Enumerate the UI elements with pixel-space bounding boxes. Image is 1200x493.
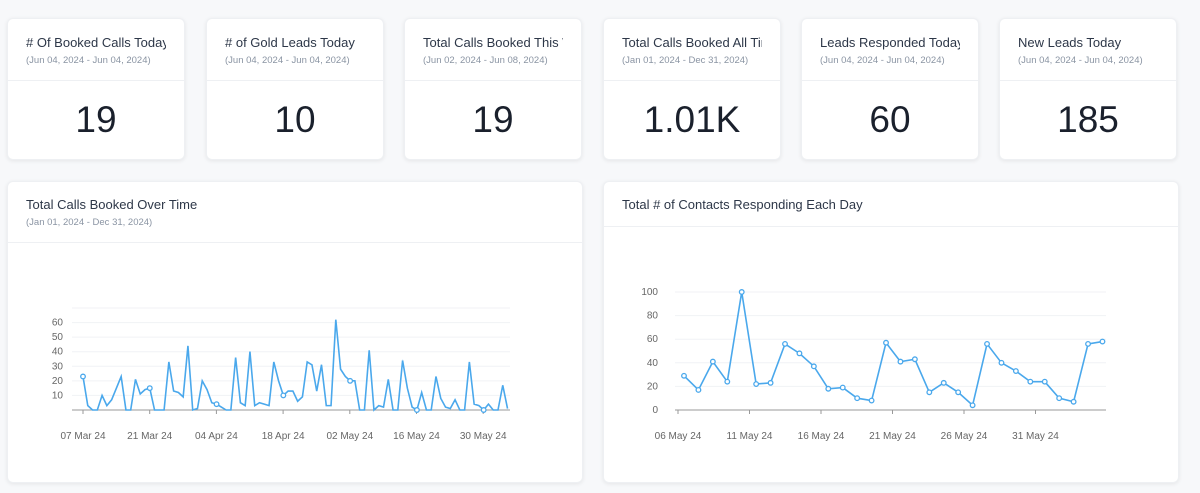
card-date-range: (Jan 01, 2024 - Dec 31, 2024) <box>622 55 749 66</box>
y-tick-label: 60 <box>647 334 659 345</box>
contacts-responding-panel: Total # of Contacts Responding Each Day … <box>603 181 1179 483</box>
data-point <box>854 395 861 402</box>
data-point <box>753 381 760 387</box>
y-tick-label: 80 <box>647 311 659 322</box>
x-tick-label: 02 May 24 <box>326 431 373 442</box>
data-point <box>839 384 846 391</box>
stat-card: # of Gold Leads Today (Jun 04, 2024 - Jun… <box>206 18 384 160</box>
x-tick-label: 11 May 24 <box>727 431 773 442</box>
data-point <box>695 386 702 393</box>
x-tick-label: 21 May 24 <box>869 431 916 442</box>
data-point <box>940 379 947 386</box>
chart-title: Total # of Contacts Responding Each Day <box>622 197 863 212</box>
data-point <box>80 373 86 380</box>
card-title: # Of Booked Calls Today <box>26 35 166 50</box>
card-title: Leads Responded Today <box>820 35 960 50</box>
card-value: 19 <box>75 99 117 140</box>
data-point <box>911 356 918 363</box>
stat-card: # Of Booked Calls Today (Jun 04, 2024 - J… <box>7 18 185 160</box>
series-line <box>683 291 1103 407</box>
y-tick-label: 20 <box>52 376 64 387</box>
data-point <box>1099 338 1106 345</box>
x-tick-label: 18 Apr 24 <box>262 431 305 442</box>
data-point <box>480 407 487 413</box>
y-tick-label: 0 <box>652 405 658 416</box>
data-point <box>955 389 962 396</box>
card-value: 10 <box>274 99 316 140</box>
data-point <box>984 340 990 347</box>
stat-card: Leads Responded Today (Jun 04, 2024 - Jun… <box>801 18 979 160</box>
data-point <box>810 363 817 370</box>
x-tick-label: 31 May 24 <box>1012 431 1059 442</box>
y-tick-label: 40 <box>647 358 659 369</box>
card-date-range: (Jun 04, 2024 - Jun 04, 2024) <box>1018 55 1143 66</box>
chart-subtitle: (Jan 01, 2024 - Dec 31, 2024) <box>26 217 153 228</box>
data-point <box>883 339 889 346</box>
data-point <box>1041 378 1048 385</box>
card-title: Total Calls Booked This Week <box>423 35 563 50</box>
data-point <box>1070 398 1077 405</box>
calls-over-time-chart: 10 20 30 40 50 60 07 Mar 24 21 Mar 24 04 Apr 24 1… <box>52 307 510 442</box>
data-point <box>347 377 354 384</box>
data-point <box>681 372 687 379</box>
card-date-range: (Jun 02, 2024 - Jun 08, 2024) <box>423 55 548 66</box>
card-value: 185 <box>1057 99 1119 140</box>
data-point <box>1012 368 1019 375</box>
x-tick-label: 30 May 24 <box>460 431 507 442</box>
card-title: New Leads Today <box>1018 35 1122 50</box>
data-point <box>969 402 976 409</box>
data-point <box>825 385 832 392</box>
x-tick-label: 06 May 24 <box>655 431 702 442</box>
y-tick-label: 20 <box>647 381 659 392</box>
stat-card: New Leads Today (Jun 04, 2024 - Jun 04, 2… <box>999 18 1177 160</box>
calls-over-time-panel: Total Calls Booked Over Time (Jan 01, 202… <box>7 181 583 483</box>
card-date-range: (Jun 04, 2024 - Jun 04, 2024) <box>225 55 350 66</box>
y-tick-label: 100 <box>641 287 658 298</box>
data-point <box>897 358 904 365</box>
stat-card: Total Calls Booked This Week (Jun 02, 202… <box>404 18 582 160</box>
card-value: 19 <box>472 99 514 140</box>
data-point <box>767 379 774 386</box>
data-point <box>1027 378 1034 385</box>
contacts-responding-chart: 0 20 40 60 80 100 06 May 24 11 May 24 16 May 24 2… <box>641 287 1106 442</box>
card-value: 1.01K <box>643 99 741 140</box>
y-tick-label: 30 <box>52 361 64 372</box>
card-date-range: (Jun 04, 2024 - Jun 04, 2024) <box>820 55 945 66</box>
data-point <box>213 401 220 408</box>
card-title: Total Calls Booked All Time <box>622 35 762 50</box>
data-point <box>998 359 1005 366</box>
series-line <box>82 319 509 412</box>
x-tick-label: 26 May 24 <box>941 431 988 442</box>
card-value: 60 <box>869 99 911 140</box>
data-point <box>280 392 287 399</box>
x-tick-label: 04 Apr 24 <box>195 431 238 442</box>
data-point <box>738 289 745 295</box>
data-point <box>782 340 788 347</box>
x-tick-label: 16 May 24 <box>393 431 440 442</box>
stat-card: Total Calls Booked All Time (Jan 01, 2024… <box>603 18 781 160</box>
data-point <box>1085 340 1091 347</box>
data-point <box>926 389 933 396</box>
card-date-range: (Jun 04, 2024 - Jun 04, 2024) <box>26 55 151 66</box>
y-tick-label: 10 <box>52 390 64 401</box>
y-tick-label: 40 <box>52 347 64 358</box>
data-point <box>724 378 731 385</box>
chart-title: Total Calls Booked Over Time <box>26 197 198 212</box>
y-tick-label: 50 <box>52 332 64 343</box>
data-point <box>796 350 803 357</box>
y-tick-label: 60 <box>52 318 64 329</box>
card-title: # of Gold Leads Today <box>225 35 355 50</box>
data-point <box>1056 395 1063 402</box>
data-point <box>709 358 716 365</box>
x-tick-label: 16 May 24 <box>798 431 845 442</box>
data-point <box>413 407 420 413</box>
x-tick-label: 21 Mar 24 <box>127 431 172 442</box>
data-point <box>146 385 153 392</box>
data-point <box>868 397 875 404</box>
x-tick-label: 07 Mar 24 <box>60 431 105 442</box>
